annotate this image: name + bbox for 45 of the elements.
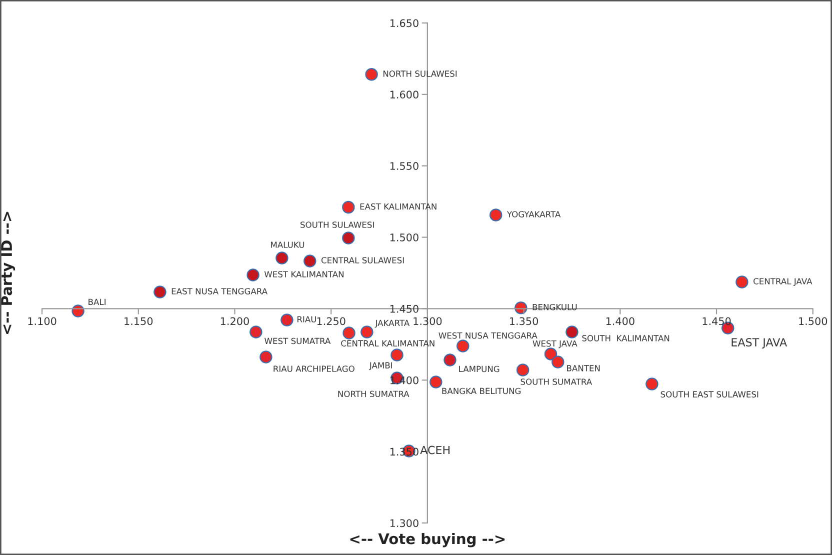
- x-tick-label: 1.200: [220, 317, 249, 326]
- x-axis-title: <-- Vote buying -->: [350, 532, 505, 548]
- annotation: BANGKA BELITUNG: [442, 388, 521, 394]
- annotation: YOGYAKARTA: [506, 211, 561, 218]
- annotation: BANTEN: [567, 365, 600, 372]
- annotation: EAST KALIMANTAN: [360, 203, 436, 210]
- annotation: JAKARTA: [374, 320, 410, 328]
- annotation: CENTRAL SULAWESI: [321, 257, 404, 264]
- y-tick-label: 1.600: [390, 90, 418, 99]
- annotation: CENTRAL JAVA: [754, 278, 812, 286]
- x-tick-label: 1.150: [124, 317, 153, 326]
- x-tick-label: 1.500: [799, 317, 828, 326]
- annotation: LAMPUNG: [459, 366, 500, 372]
- annotation: RIAU: [297, 316, 316, 322]
- annotation: CENTRAL KALIMANTAN: [341, 340, 434, 347]
- annotation: JAMBI: [369, 362, 392, 370]
- annotation: SOUTH EAST SULAWESI: [660, 391, 758, 398]
- annotation: ACEH: [420, 446, 450, 454]
- annotation: WEST JAVA: [532, 340, 578, 348]
- y-tick-label: 1.650: [390, 19, 418, 28]
- annotation: MALUKU: [271, 242, 304, 248]
- x-tick-label: 1.300: [414, 317, 442, 326]
- annotation: SOUTH KALIMANTAN: [582, 335, 670, 342]
- annotation: BENGKULU: [532, 304, 577, 310]
- annotation: NORTH SUMATRA: [338, 390, 410, 398]
- y-tick-label: 1.300: [390, 519, 418, 528]
- annotation: SOUTH SULAWESI: [300, 222, 374, 228]
- x-tick-label: 1.350: [510, 317, 538, 326]
- annotation: EAST NUSA TENGGARA: [172, 288, 268, 294]
- x-tick-label: 1.100: [28, 317, 56, 326]
- y-tick-label: 1.550: [390, 162, 418, 170]
- annotation: RIAU ARCHIPELAGO: [274, 366, 354, 372]
- annotation: SOUTH SUMATRA: [520, 378, 592, 385]
- annotation: NORTH SULAWESI: [383, 70, 457, 77]
- annotation: WEST KALIMANTAN: [264, 271, 344, 278]
- y-tick-label: 1.450: [390, 304, 418, 313]
- annotation: EAST JAVA: [732, 338, 788, 349]
- y-tick-label: 1.500: [390, 233, 418, 242]
- annotation: BALI: [88, 298, 106, 305]
- annotation: WEST NUSA TENGGARA: [438, 332, 538, 339]
- x-tick-label: 1.250: [317, 317, 346, 326]
- annotation: WEST SUMATRA: [264, 338, 331, 344]
- x-tick-label: 1.450: [702, 317, 731, 326]
- y-axis-title: <-- Party ID -->: [1, 212, 16, 334]
- x-tick-label: 1.400: [606, 317, 634, 326]
